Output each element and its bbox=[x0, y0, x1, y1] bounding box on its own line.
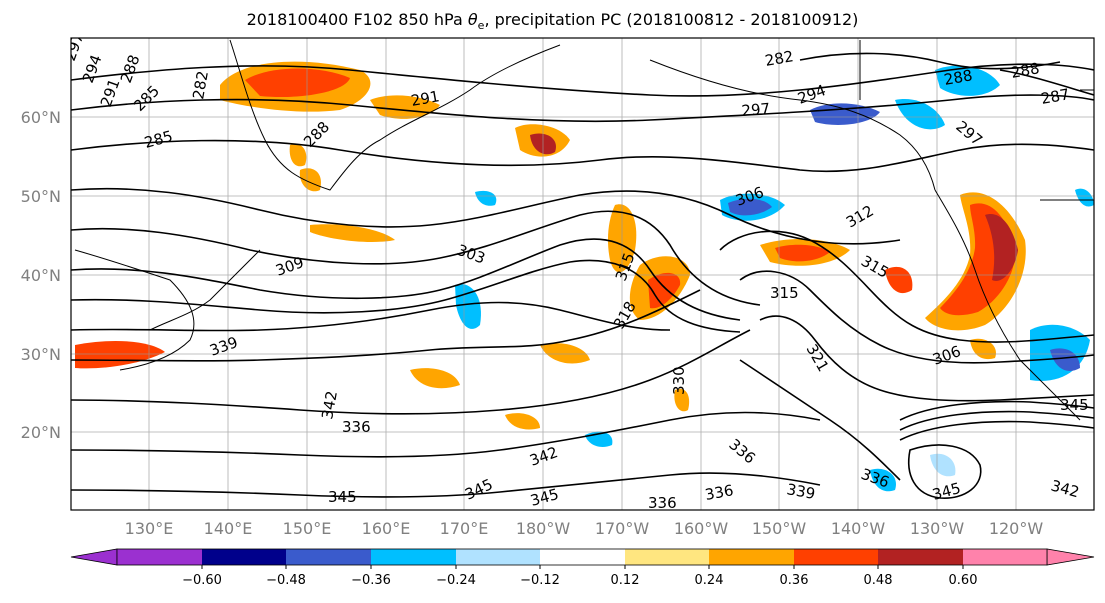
lon-label: 160°W bbox=[674, 519, 729, 538]
colorbar-segment bbox=[117, 549, 202, 565]
lat-label: 50°N bbox=[21, 187, 61, 206]
lat-label: 20°N bbox=[21, 423, 61, 442]
colorbar-tick-label: −0.12 bbox=[520, 573, 560, 588]
lon-label: 180°W bbox=[516, 519, 571, 538]
colorbar: −0.60 −0.48 −0.36 −0.24 −0.12 0.12 0.24 0.36 0.4… bbox=[70, 548, 1095, 588]
lon-label: 160°E bbox=[362, 519, 411, 538]
colorbar-segment bbox=[625, 549, 709, 565]
lat-label: 60°N bbox=[21, 108, 61, 127]
theta-e-contours bbox=[71, 52, 1094, 499]
colorbar-segment bbox=[709, 549, 794, 565]
colorbar-extend-min bbox=[70, 548, 118, 566]
colorbar-tick-label: −0.48 bbox=[266, 573, 306, 588]
map-plot-area: 297 294 291 288 282 285 285 288 291 288 … bbox=[71, 38, 1094, 512]
colorbar-segment bbox=[286, 549, 371, 565]
contour-label: 297 bbox=[741, 100, 771, 120]
colorbar-segment bbox=[878, 549, 963, 565]
colorbar-tick-label: 0.36 bbox=[780, 573, 809, 588]
lon-label: 130°E bbox=[125, 519, 174, 538]
colorbar-tick-label: 0.60 bbox=[949, 573, 978, 588]
contour-label: 342 bbox=[318, 389, 341, 420]
contour-label: 282 bbox=[189, 69, 212, 100]
contour-label: 336 bbox=[648, 494, 677, 512]
contour-label: 315 bbox=[770, 284, 799, 302]
lon-label: 140°E bbox=[204, 519, 253, 538]
lon-label: 130°W bbox=[910, 519, 965, 538]
coastlines bbox=[74, 39, 1094, 421]
colorbar-border bbox=[116, 548, 1048, 566]
colorbar-extend-max bbox=[1046, 548, 1095, 566]
latitude-labels: 60°N 50°N 40°N 30°N 20°N bbox=[21, 108, 61, 442]
contour-label: 288 bbox=[1010, 59, 1041, 82]
map-title: 2018100400 F102 850 hPa θe, precipitatio… bbox=[246, 10, 859, 33]
contour-label: 330 bbox=[670, 366, 688, 395]
colorbar-segment bbox=[540, 549, 625, 565]
contour-label: 291 bbox=[410, 87, 441, 110]
lon-label: 140°W bbox=[831, 519, 886, 538]
colorbar-tick-label: −0.60 bbox=[182, 573, 222, 588]
longitude-labels: 130°E 140°E 150°E 160°E 170°E 180°W 170°… bbox=[125, 519, 1044, 538]
lat-label: 30°N bbox=[21, 345, 61, 364]
map-frame bbox=[70, 37, 1095, 511]
contour-label: 288 bbox=[943, 66, 974, 89]
lon-label: 150°W bbox=[752, 519, 807, 538]
contour-label: 339 bbox=[785, 480, 816, 503]
lon-label: 170°E bbox=[440, 519, 489, 538]
colorbar-segment bbox=[963, 549, 1047, 565]
lat-label: 40°N bbox=[21, 266, 61, 285]
lon-label: 170°W bbox=[595, 519, 650, 538]
contour-label: 345 bbox=[328, 488, 357, 506]
contour-label: 282 bbox=[764, 47, 795, 70]
colorbar-segment bbox=[371, 549, 456, 565]
contour-label: 287 bbox=[1040, 85, 1071, 108]
colorbar-segment bbox=[794, 549, 878, 565]
colorbar-tick-label: 0.24 bbox=[695, 573, 724, 588]
colorbar-segment bbox=[456, 549, 540, 565]
graticule bbox=[71, 38, 1094, 510]
contour-label: 336 bbox=[704, 481, 735, 504]
contour-label: 345 bbox=[1060, 396, 1089, 414]
contour-label: 336 bbox=[342, 418, 371, 436]
lon-label: 120°W bbox=[989, 519, 1044, 538]
lon-label: 150°E bbox=[283, 519, 332, 538]
colorbar-segment bbox=[202, 549, 286, 565]
colorbar-tick-label: −0.36 bbox=[351, 573, 391, 588]
colorbar-tick-label: 0.48 bbox=[864, 573, 893, 588]
colorbar-tick-label: 0.12 bbox=[611, 573, 640, 588]
colorbar-tick-label: −0.24 bbox=[436, 573, 476, 588]
